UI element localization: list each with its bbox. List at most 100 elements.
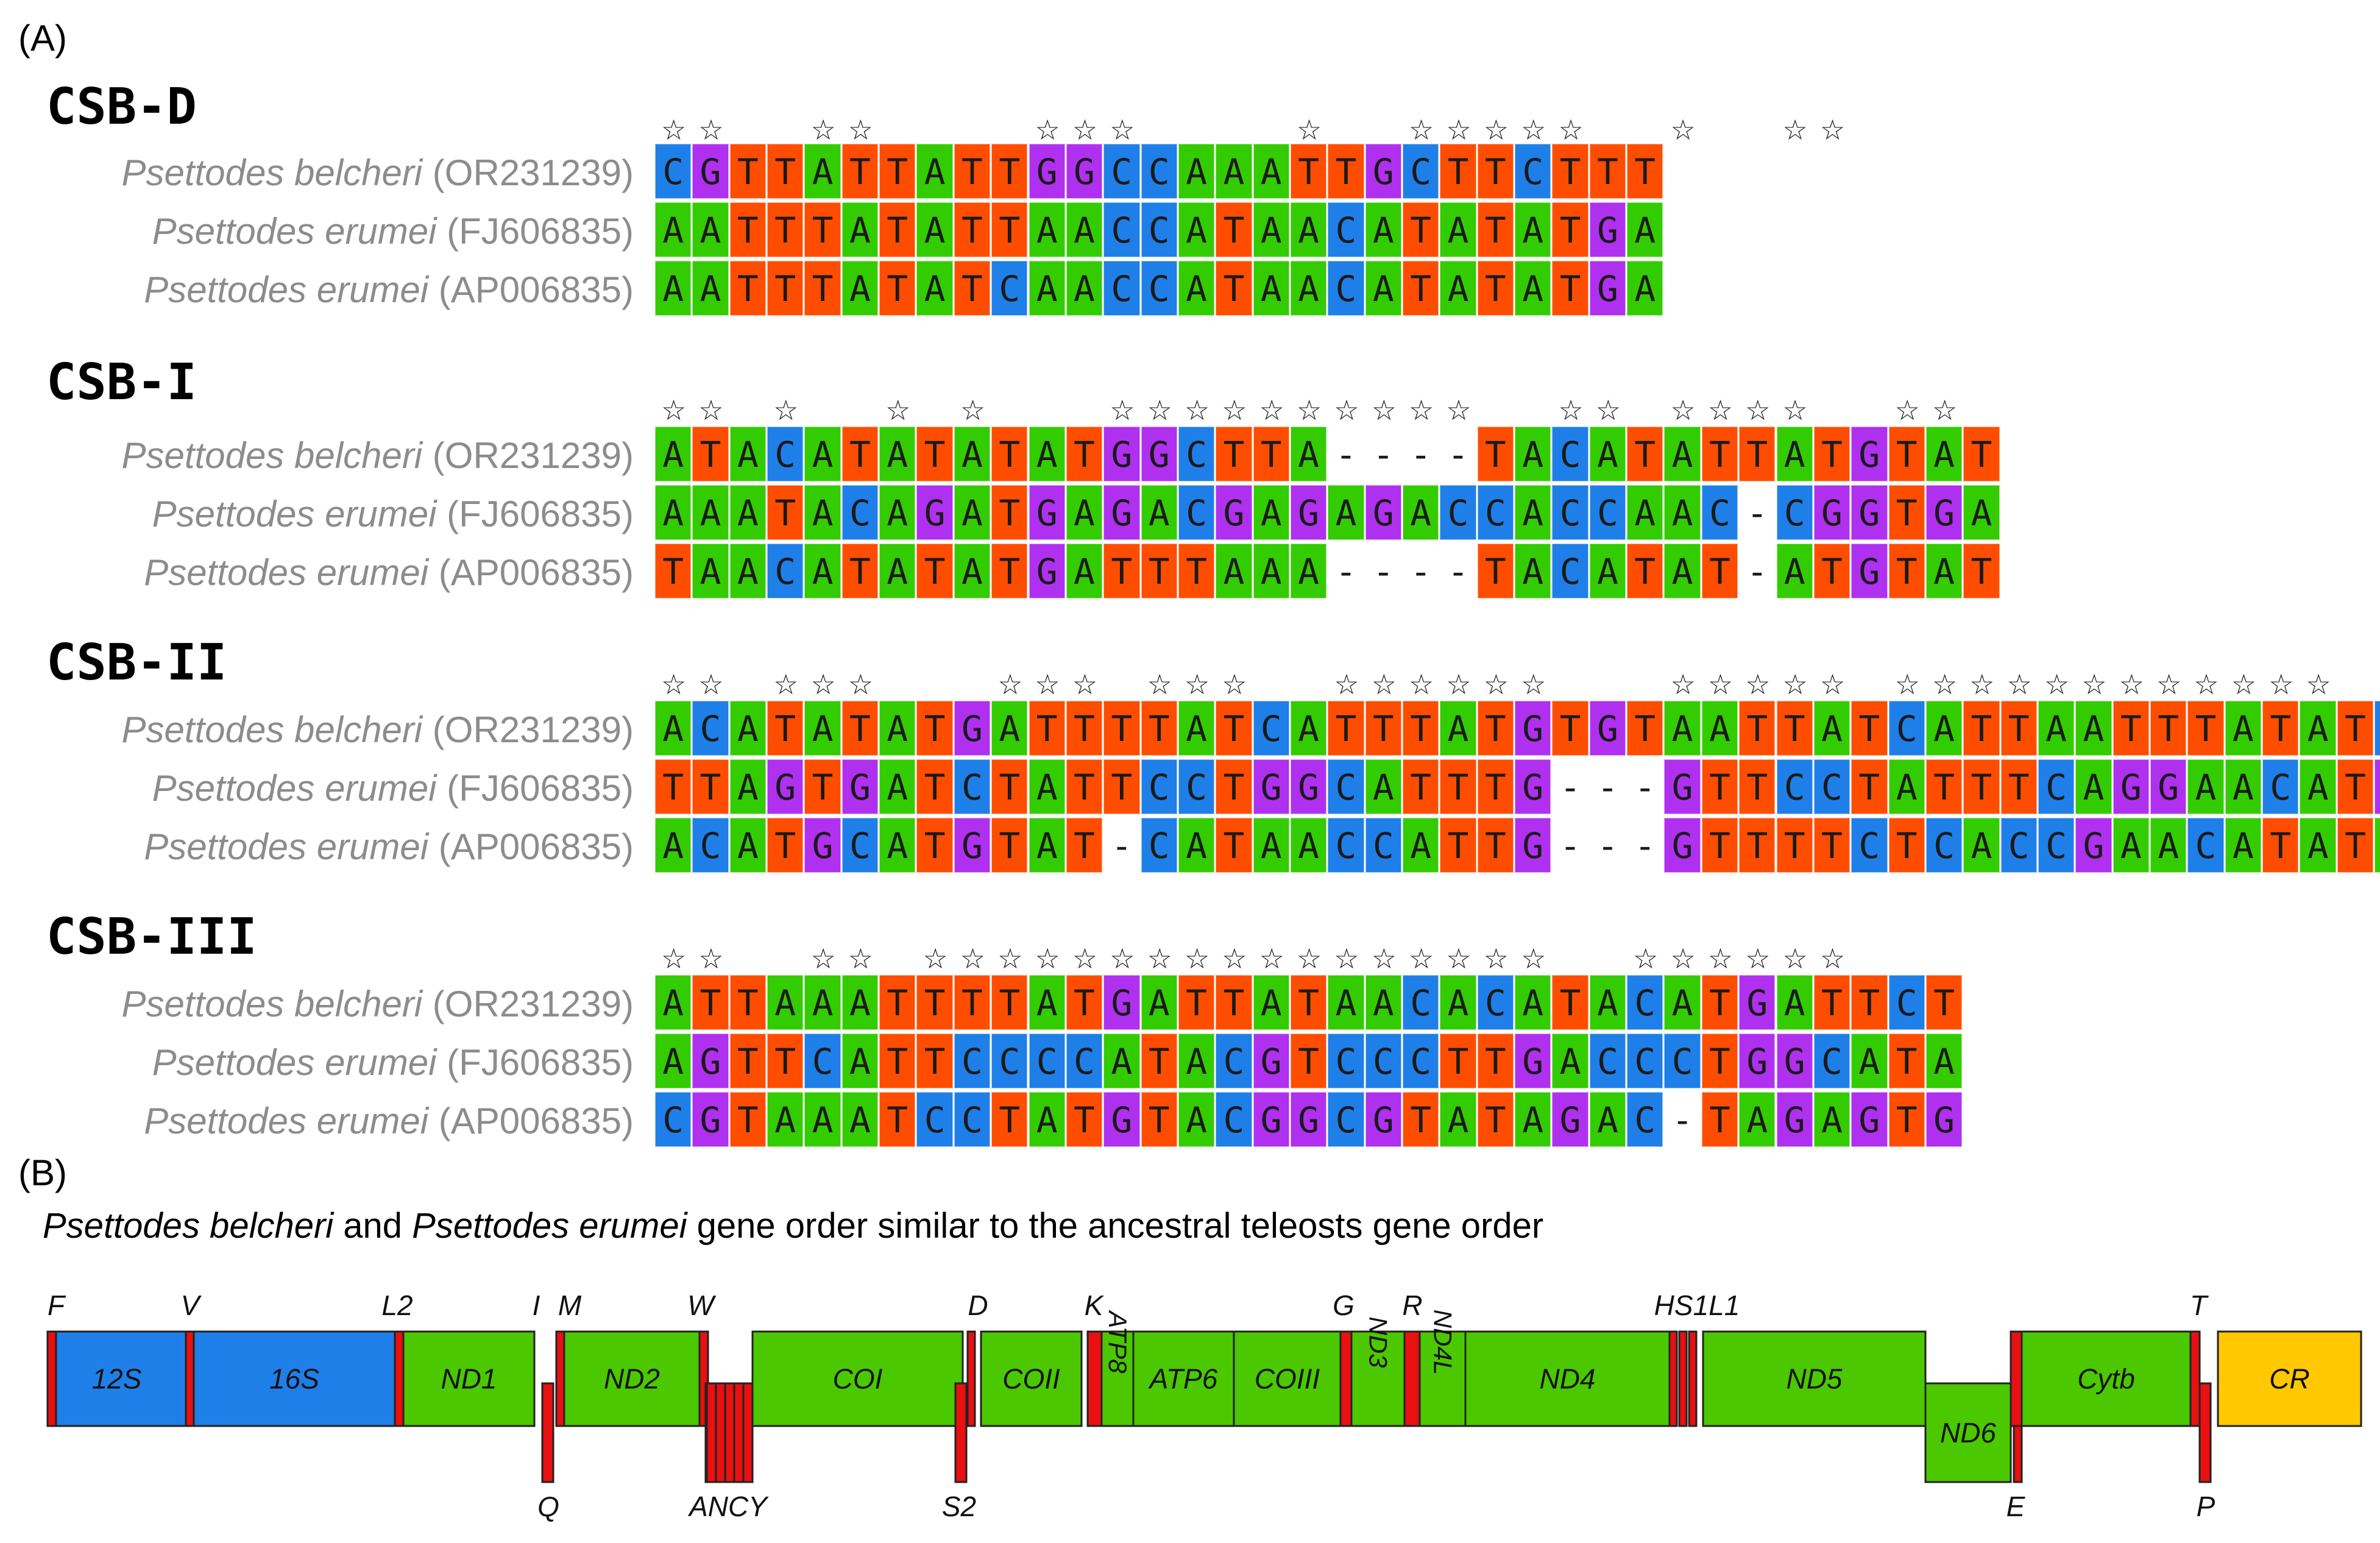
- nucleotide-cell: T: [1888, 818, 1925, 873]
- species-name: Psettodes erumei: [144, 269, 429, 310]
- nucleotide-cell: -: [1589, 818, 1626, 873]
- nucleotide-cell: T: [1552, 701, 1588, 756]
- sequence-name: Psettodes erumei (FJ606835): [0, 770, 634, 807]
- nucleotide-cell: C: [2187, 818, 2224, 873]
- nucleotide-cell: A: [1253, 485, 1289, 540]
- conservation-star: ☆: [773, 394, 799, 427]
- nucleotide-cell: T: [1477, 1092, 1514, 1147]
- nucleotide-cell: A: [991, 701, 1028, 756]
- conservation-star: ☆: [1259, 942, 1284, 975]
- conservation-star: ☆: [1707, 394, 1734, 427]
- nucleotide-cell: C: [1066, 1034, 1103, 1088]
- nucleotide-cell: T: [1141, 1092, 1177, 1147]
- nucleotide-cell: -: [1589, 759, 1626, 814]
- sequence-name: Psettodes erumei (FJ606835): [0, 1045, 634, 1081]
- conservation-star: ☆: [1483, 942, 1509, 975]
- conservation-star: ☆: [1894, 668, 1920, 701]
- nucleotide-cell: T: [767, 144, 804, 199]
- nucleotide-cell: C: [1589, 485, 1626, 540]
- nucleotide-cell: T: [1440, 1034, 1476, 1088]
- nucleotide-cell: -: [1103, 818, 1140, 873]
- nucleotide-cell: A: [804, 1092, 841, 1147]
- nucleotide-cell: T: [1328, 144, 1364, 199]
- nucleotide-cell: T: [1253, 427, 1289, 481]
- nucleotide-cell: G: [1365, 144, 1401, 199]
- nucleotide-cell: T: [1701, 427, 1738, 481]
- nucleotide-cell: T: [1403, 261, 1439, 316]
- nucleotide-cell: C: [2262, 759, 2299, 814]
- trna-ancy: [742, 1382, 754, 1483]
- nucleotide-cell: T: [1103, 701, 1140, 756]
- nucleotide-cell: G: [1365, 1092, 1401, 1147]
- nucleotide-cell: T: [692, 427, 729, 481]
- nucleotide-cell: G: [2375, 759, 2380, 814]
- trna-label: R: [1402, 1289, 1422, 1321]
- nucleotide-cell: C: [1776, 759, 1813, 814]
- nucleotide-cell: G: [1925, 1092, 1963, 1147]
- nucleotide-cell: A: [1290, 701, 1327, 756]
- nucleotide-cell: C: [2038, 818, 2075, 873]
- nucleotide-cell: A: [1290, 202, 1327, 257]
- nucleotide-cell: A: [954, 485, 991, 540]
- gene-box-coii: [980, 1330, 1083, 1427]
- nucleotide-cell: C: [1477, 975, 1514, 1030]
- conservation-star: ☆: [1334, 668, 1359, 701]
- nucleotide-cell: A: [2150, 818, 2187, 873]
- nucleotide-cell: T: [1813, 544, 1851, 598]
- conservation-star: ☆: [2156, 668, 2182, 701]
- nucleotide-cell: A: [2075, 759, 2112, 814]
- conservation-star: ☆: [1670, 394, 1696, 427]
- conservation-star: ☆: [1409, 394, 1434, 427]
- nucleotide-cell: A: [1589, 544, 1626, 598]
- nucleotide-cell: A: [692, 544, 729, 598]
- nucleotide-cell: T: [1701, 1034, 1738, 1088]
- nucleotide-cell: A: [804, 144, 841, 199]
- nucleotide-cell: A: [879, 427, 916, 481]
- nucleotide-cell: G: [1103, 427, 1140, 481]
- nucleotide-cell: A: [2300, 818, 2336, 873]
- nucleotide-cell: C: [1403, 975, 1439, 1030]
- gene-label: COIII: [1255, 1363, 1320, 1395]
- nucleotide-cell: C: [692, 701, 729, 756]
- accession-number: (OR231239): [422, 984, 634, 1024]
- nucleotide-cell: T: [841, 701, 879, 756]
- nucleotide-cell: T: [1103, 544, 1140, 598]
- nucleotide-cell: A: [767, 1092, 804, 1147]
- nucleotide-cell: A: [1627, 485, 1663, 540]
- nucleotide-cell: G: [1103, 975, 1140, 1030]
- sequence-name: Psettodes belcheri (OR231239): [0, 155, 634, 191]
- caption-rest: gene order similar to the ancestral tele…: [687, 1206, 1544, 1246]
- conservation-star: ☆: [661, 113, 687, 146]
- conservation-star: ☆: [1371, 942, 1397, 975]
- nucleotide-cell: G: [1589, 261, 1626, 316]
- nucleotide-cell: T: [991, 544, 1028, 598]
- trna-label: P: [2197, 1491, 2215, 1522]
- nucleotide-cell: T: [2337, 759, 2374, 814]
- conservation-star: ☆: [1371, 668, 1397, 701]
- nucleotide-cell: T: [991, 144, 1028, 199]
- nucleotide-cell: A: [1589, 1092, 1626, 1147]
- nucleotide-cell: A: [655, 818, 692, 873]
- nucleotide-cell: T: [1813, 975, 1851, 1030]
- nucleotide-cell: T: [1851, 759, 1888, 814]
- nucleotide-cell: A: [1216, 144, 1252, 199]
- nucleotide-cell: C: [954, 1092, 991, 1147]
- conservation-star: ☆: [997, 942, 1023, 975]
- nucleotide-cell: G: [1253, 759, 1289, 814]
- nucleotide-cell: A: [1627, 202, 1663, 257]
- nucleotide-cell: C: [1141, 261, 1177, 316]
- nucleotide-cell: G: [1253, 1034, 1289, 1088]
- nucleotide-cell: T: [1066, 818, 1103, 873]
- nucleotide-cell: A: [2187, 759, 2224, 814]
- conservation-star: ☆: [1932, 394, 1958, 427]
- accession-number: (FJ606835): [436, 768, 634, 809]
- conservation-star: ☆: [2044, 668, 2070, 701]
- conservation-star: ☆: [1222, 668, 1247, 701]
- nucleotide-cell: G: [1664, 818, 1701, 873]
- conservation-star: ☆: [2194, 668, 2219, 701]
- nucleotide-cell: A: [729, 701, 767, 756]
- nucleotide-cell: A: [1253, 818, 1289, 873]
- nucleotide-cell: C: [1701, 485, 1738, 540]
- conservation-star: ☆: [1296, 394, 1322, 427]
- trna-label: L2: [381, 1289, 413, 1321]
